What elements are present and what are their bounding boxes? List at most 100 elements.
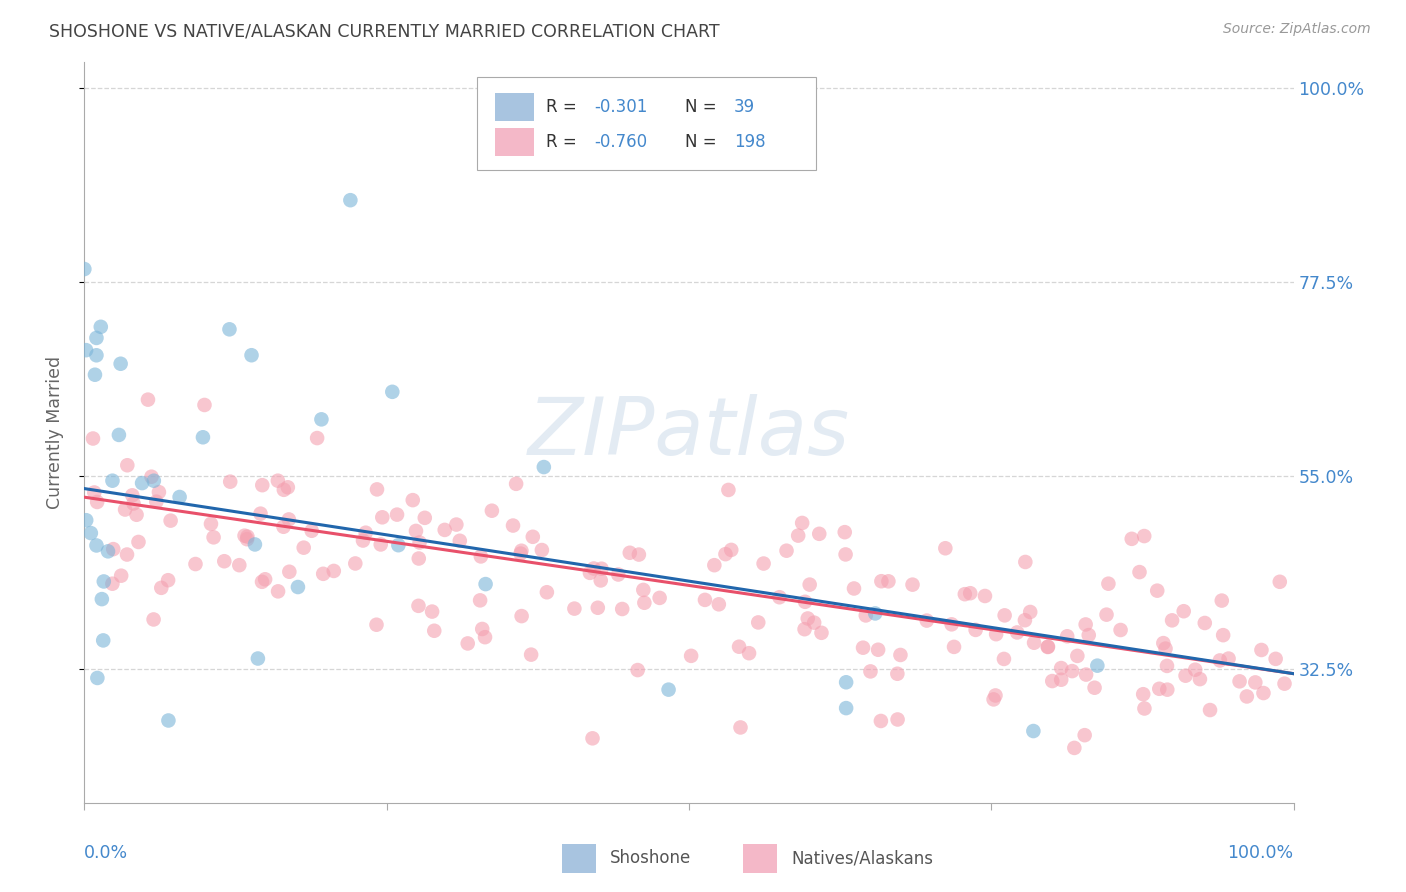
Point bbox=[1250, 643, 1272, 657]
Point bbox=[941, 617, 963, 632]
Point bbox=[267, 584, 290, 599]
Point bbox=[901, 577, 924, 591]
Point bbox=[117, 458, 139, 473]
Point bbox=[1149, 681, 1171, 696]
Text: Source: ZipAtlas.com: Source: ZipAtlas.com bbox=[1223, 22, 1371, 37]
Point bbox=[75, 513, 97, 527]
Point bbox=[1074, 667, 1097, 681]
Point bbox=[86, 348, 108, 362]
Point bbox=[131, 476, 153, 491]
Point bbox=[322, 564, 344, 578]
Point bbox=[509, 547, 531, 561]
Point bbox=[808, 526, 831, 541]
Point bbox=[1040, 674, 1063, 689]
Text: N =: N = bbox=[685, 98, 723, 116]
Point bbox=[983, 692, 1005, 706]
Point bbox=[886, 713, 908, 727]
Point bbox=[852, 640, 875, 655]
Point bbox=[799, 577, 821, 591]
Point bbox=[481, 504, 503, 518]
Point bbox=[627, 548, 650, 562]
Point bbox=[730, 721, 752, 735]
Point bbox=[520, 648, 543, 662]
Point bbox=[402, 493, 425, 508]
Point bbox=[505, 476, 527, 491]
Point bbox=[834, 548, 856, 562]
Bar bbox=[495, 93, 534, 121]
Point bbox=[612, 602, 634, 616]
Point bbox=[354, 525, 377, 540]
Point bbox=[775, 543, 797, 558]
Point bbox=[714, 547, 737, 561]
Point bbox=[564, 601, 586, 615]
Point bbox=[202, 530, 225, 544]
Point bbox=[1184, 663, 1206, 677]
Point bbox=[1156, 659, 1178, 673]
Point bbox=[110, 568, 132, 582]
Point bbox=[681, 648, 703, 663]
Point bbox=[385, 508, 408, 522]
Y-axis label: Currently Married: Currently Married bbox=[45, 356, 63, 509]
Point bbox=[311, 412, 333, 426]
Point bbox=[993, 652, 1015, 666]
Point bbox=[381, 384, 404, 399]
Point bbox=[1121, 532, 1143, 546]
FancyBboxPatch shape bbox=[478, 78, 815, 169]
Point bbox=[1268, 574, 1291, 589]
Point bbox=[339, 193, 361, 207]
Point bbox=[101, 576, 124, 591]
Point bbox=[589, 574, 612, 588]
Point bbox=[797, 611, 820, 625]
Point bbox=[693, 593, 716, 607]
Point bbox=[145, 494, 167, 508]
Point bbox=[254, 572, 277, 586]
Point bbox=[278, 565, 301, 579]
Bar bbox=[562, 844, 596, 873]
Point bbox=[974, 589, 997, 603]
Text: SHOSHONE VS NATIVE/ALASKAN CURRENTLY MARRIED CORRELATION CHART: SHOSHONE VS NATIVE/ALASKAN CURRENTLY MAR… bbox=[49, 22, 720, 40]
Point bbox=[1264, 652, 1286, 666]
Point bbox=[886, 666, 908, 681]
Point bbox=[86, 331, 108, 345]
Point bbox=[142, 474, 165, 488]
Point bbox=[366, 617, 388, 632]
Point bbox=[457, 636, 479, 650]
Point bbox=[1014, 613, 1036, 627]
Point bbox=[150, 581, 173, 595]
Point bbox=[312, 566, 335, 581]
Point bbox=[1062, 664, 1084, 678]
Point bbox=[446, 517, 468, 532]
Point bbox=[1050, 661, 1073, 675]
Point bbox=[249, 507, 271, 521]
Point bbox=[792, 516, 814, 530]
Point bbox=[301, 524, 323, 538]
Text: -0.760: -0.760 bbox=[595, 133, 648, 151]
Point bbox=[148, 485, 170, 500]
Point bbox=[530, 543, 553, 558]
Point bbox=[1146, 583, 1168, 598]
Point bbox=[720, 542, 742, 557]
Point bbox=[533, 460, 555, 475]
Point bbox=[101, 474, 124, 488]
Point bbox=[470, 549, 492, 564]
Point bbox=[200, 516, 222, 531]
Point bbox=[75, 343, 97, 358]
Point bbox=[287, 580, 309, 594]
Point bbox=[214, 554, 236, 568]
Point bbox=[82, 432, 104, 446]
Point bbox=[834, 525, 856, 540]
Point bbox=[240, 348, 263, 362]
Point bbox=[420, 605, 443, 619]
Point bbox=[1211, 593, 1233, 607]
Text: 198: 198 bbox=[734, 133, 765, 151]
Point bbox=[110, 357, 132, 371]
Point bbox=[1236, 690, 1258, 704]
Point bbox=[73, 262, 96, 277]
Point bbox=[1097, 576, 1119, 591]
Point bbox=[352, 533, 374, 548]
Point bbox=[1095, 607, 1118, 622]
Point bbox=[703, 558, 725, 573]
Point bbox=[953, 587, 976, 601]
Point bbox=[114, 502, 136, 516]
Point bbox=[433, 523, 456, 537]
